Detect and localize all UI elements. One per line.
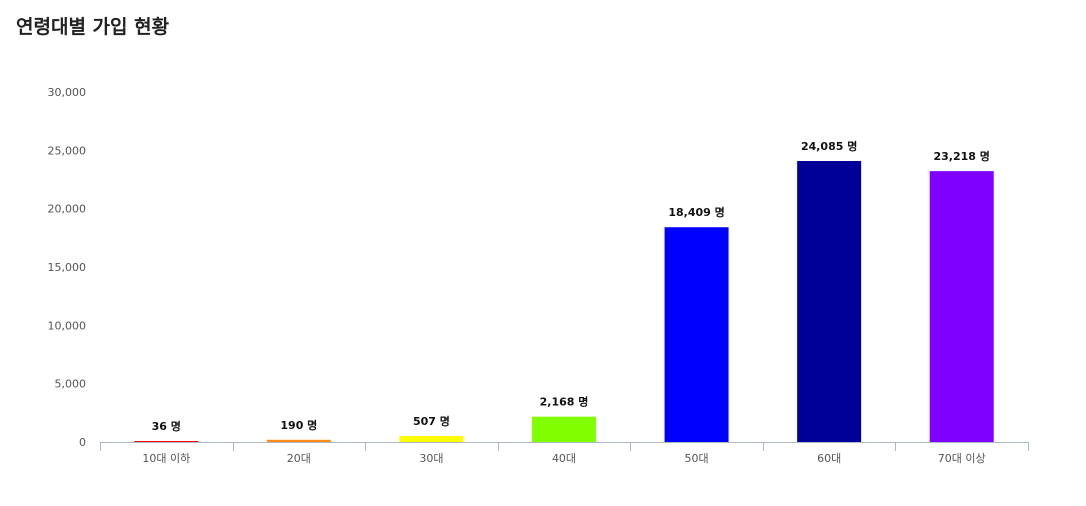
page-title: 연령대별 가입 현황: [16, 16, 170, 38]
y-axis: 0 5,000 10,000 15,000 20,000 25,000 30,000: [48, 86, 87, 449]
bar[interactable]: [797, 161, 862, 442]
bar[interactable]: [929, 171, 994, 442]
data-label: 23,218 명: [934, 149, 990, 163]
y-tick-label: 20,000: [48, 203, 87, 216]
data-label: 2,168 명: [540, 395, 589, 409]
bar[interactable]: [664, 227, 729, 442]
y-tick-label: 0: [79, 436, 86, 449]
x-tick-label: 30대: [419, 452, 443, 465]
y-tick-label: 10,000: [48, 319, 87, 332]
data-label: 190 명: [280, 418, 317, 432]
x-tick-label: 70대 이상: [938, 452, 986, 465]
y-tick-label: 25,000: [48, 144, 87, 157]
data-label: 24,085 명: [801, 139, 857, 153]
bar[interactable]: [532, 416, 596, 442]
x-axis: 10대 이하 20대 30대 40대 50대 60대 70대 이상: [100, 442, 1029, 465]
y-tick-label: 15,000: [48, 261, 87, 274]
bar[interactable]: [266, 439, 331, 442]
x-tick-label: 10대 이하: [142, 451, 190, 465]
x-tick-label: 60대: [817, 452, 841, 465]
bar[interactable]: [399, 436, 464, 442]
y-tick-label: 5,000: [55, 378, 87, 391]
y-tick-label: 30,000: [48, 86, 87, 99]
x-tick-label: 20대: [287, 452, 311, 465]
bars: [134, 161, 994, 442]
data-label: 507 명: [413, 414, 450, 428]
data-label: 18,409 명: [668, 205, 724, 219]
data-label: 36 명: [152, 419, 181, 433]
bar[interactable]: [134, 441, 199, 442]
data-labels: 36 명 190 명 507 명 2,168 명 18,409 명 24,085 명 23,…: [152, 139, 990, 433]
x-tick-label: 40대: [552, 452, 576, 465]
x-tick-label: 50대: [685, 452, 709, 465]
